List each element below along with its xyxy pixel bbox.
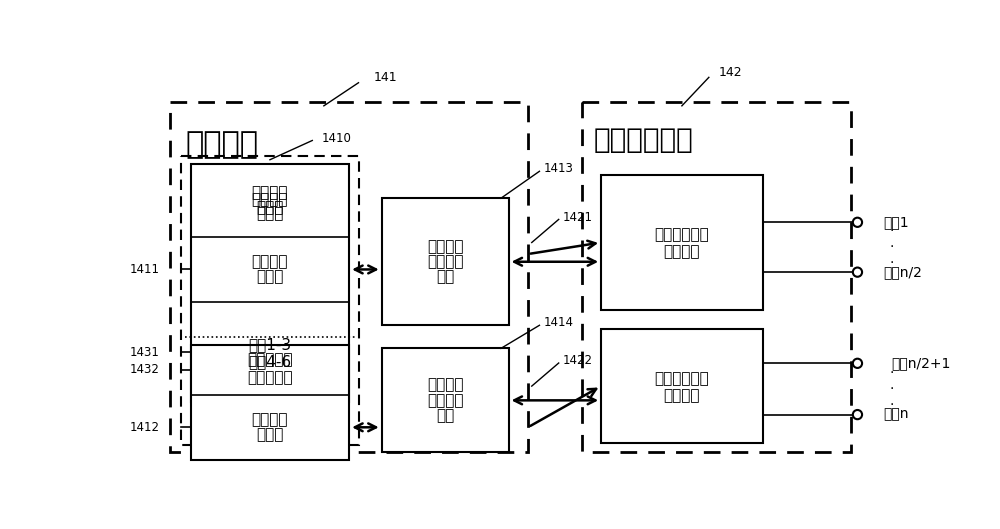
Circle shape <box>853 410 862 419</box>
Text: 参数寄存器: 参数寄存器 <box>247 352 293 368</box>
Text: 第一频率: 第一频率 <box>252 254 288 269</box>
Text: 信号输出电路: 信号输出电路 <box>593 126 693 154</box>
Bar <box>191 163 349 402</box>
Text: 1421: 1421 <box>563 211 593 224</box>
Bar <box>582 102 851 452</box>
Bar <box>601 329 763 443</box>
Text: 逻辑控制: 逻辑控制 <box>427 393 463 408</box>
Text: 参数寄存器: 参数寄存器 <box>247 370 293 385</box>
Text: 频率模式: 频率模式 <box>252 193 288 208</box>
Text: 1410: 1410 <box>322 132 351 144</box>
Text: 1412: 1412 <box>130 421 160 434</box>
Bar <box>382 349 509 452</box>
Bar <box>170 102 528 452</box>
Text: 脉冲4-6: 脉冲4-6 <box>248 354 292 369</box>
Circle shape <box>853 268 862 277</box>
Text: 寄存器: 寄存器 <box>256 200 284 215</box>
Text: ·
·
·: · · · <box>889 366 894 412</box>
Text: 第二刺激信号: 第二刺激信号 <box>655 371 709 386</box>
Text: 141: 141 <box>374 71 398 84</box>
Bar <box>601 175 763 310</box>
Text: 逻辑控制: 逻辑控制 <box>427 254 463 269</box>
Text: 寄存器: 寄存器 <box>256 206 284 222</box>
Bar <box>191 344 349 460</box>
Text: 电极n/2: 电极n/2 <box>884 265 923 279</box>
Text: 电极n: 电极n <box>884 408 909 422</box>
Text: 第一时序: 第一时序 <box>427 239 463 254</box>
Text: 1414: 1414 <box>543 316 573 330</box>
Text: 1422: 1422 <box>563 354 593 367</box>
Bar <box>181 156 358 445</box>
Text: 寄存器: 寄存器 <box>256 270 284 285</box>
Text: 第二时序: 第二时序 <box>427 378 463 393</box>
Circle shape <box>853 359 862 368</box>
Text: 电路: 电路 <box>436 408 454 423</box>
Text: 142: 142 <box>719 66 742 79</box>
Text: 输出模块: 输出模块 <box>664 388 700 403</box>
Text: 1431: 1431 <box>130 346 160 359</box>
Text: 电极n/2+1: 电极n/2+1 <box>891 357 951 370</box>
Text: ·
·
·: · · · <box>889 224 894 270</box>
Text: 1413: 1413 <box>543 162 573 176</box>
Text: 频率模式: 频率模式 <box>252 185 288 200</box>
Text: 寄存器: 寄存器 <box>256 427 284 442</box>
Bar <box>382 198 509 325</box>
Text: 脉冲1-3: 脉冲1-3 <box>248 337 292 352</box>
Text: 电极1: 电极1 <box>884 215 909 229</box>
Text: 第二频率: 第二频率 <box>252 412 288 427</box>
Text: 电路: 电路 <box>436 270 454 285</box>
Text: 1432: 1432 <box>130 363 160 376</box>
Text: 第一刺激信号: 第一刺激信号 <box>655 227 709 242</box>
Text: 控制电路: 控制电路 <box>185 130 258 159</box>
Circle shape <box>853 217 862 227</box>
Text: 1411: 1411 <box>130 263 160 276</box>
Text: 输出模块: 输出模块 <box>664 244 700 259</box>
